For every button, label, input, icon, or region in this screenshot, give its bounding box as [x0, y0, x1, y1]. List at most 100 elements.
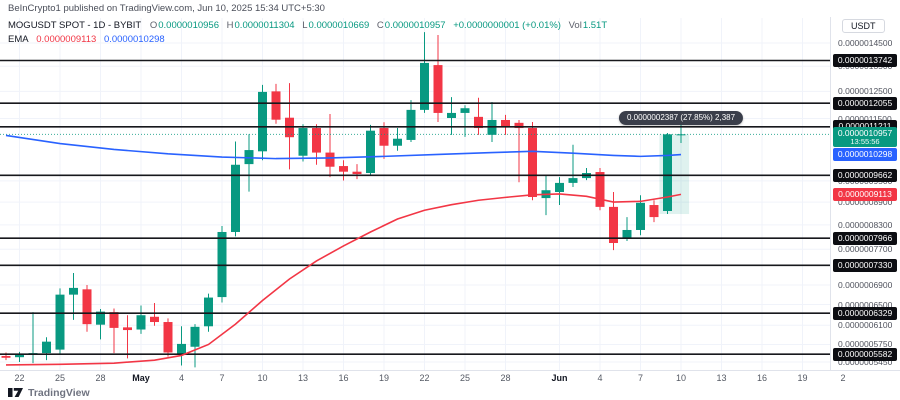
time-axis-label: 13 — [297, 373, 309, 383]
candle-body — [649, 205, 659, 218]
candle-body — [82, 289, 92, 325]
price-tick-label: 0.0000005750 — [838, 339, 893, 350]
time-axis-label: 19 — [378, 373, 390, 383]
price-axis[interactable]: USDT 0.00000145000.00000135000.000001250… — [830, 0, 900, 370]
price-tick-label: 0.0000008900 — [838, 197, 893, 208]
candle-body — [69, 287, 78, 295]
candle-body — [163, 322, 173, 353]
candle-body — [123, 327, 132, 331]
candle-body — [312, 128, 321, 153]
candle-body — [339, 166, 348, 172]
time-axis-label: 13 — [716, 373, 727, 383]
ema-fast-badge: 0.0000009113 — [833, 187, 897, 201]
candle-body — [433, 65, 443, 113]
time-axis-label: 28 — [500, 373, 511, 383]
price-level-badge: 0.0000005582 — [833, 347, 897, 361]
candle-body — [595, 172, 605, 207]
price-level-badge: 0.0000009662 — [833, 168, 897, 182]
candle-body — [217, 231, 227, 298]
time-axis-label: 25 — [54, 373, 66, 383]
candle-body — [474, 116, 483, 129]
price-chart[interactable] — [0, 0, 830, 370]
high-value: 0.0000011304 — [234, 20, 295, 31]
candle-body — [663, 134, 672, 211]
price-level-badge: 0.0000012055 — [833, 96, 897, 110]
candle-body — [298, 128, 308, 156]
price-tick-label: 0.0000011500 — [838, 113, 892, 124]
candle-body — [136, 315, 146, 330]
measurement-tooltip: 0.0000002387 (27.85%) 2,387 — [618, 111, 744, 125]
time-axis-label: 10 — [257, 373, 268, 383]
time-axis-label: 16 — [338, 373, 349, 383]
price-tick-label: 0.0000008300 — [838, 219, 893, 230]
candle-body — [204, 297, 213, 327]
time-axis[interactable]: 22 25 28 May 4 7 10 13 16 19 22 25 28 Jun 4 7 10 13 16 19 2 — [0, 370, 900, 386]
price-level-badge: 0.0000013742 — [833, 54, 897, 67]
time-axis-label: 4 — [597, 373, 603, 383]
low-value: 0.0000010669 — [308, 20, 370, 31]
ema-label[interactable]: EMA — [8, 34, 29, 45]
price-tick-label: 0.0000006900 — [838, 280, 893, 291]
candle-body — [501, 119, 510, 127]
tradingview-brand-text[interactable]: TradingView — [28, 386, 90, 399]
close-label: C — [376, 20, 384, 31]
ema-row: EMA 0.0000009113 0.0000010298 — [8, 34, 607, 46]
low-label: L — [302, 20, 308, 31]
ema-fast-line — [5, 193, 682, 366]
candle-body — [568, 178, 578, 183]
candles — [1, 32, 686, 368]
ema-fast-value: 0.0000009113 — [36, 34, 97, 45]
ema-slow-line — [5, 134, 682, 160]
time-axis-label: 28 — [95, 373, 106, 383]
open-label: O — [149, 20, 158, 31]
attribution-bar: BeInCrypto1 published on TradingView.com… — [0, 0, 900, 17]
time-axis-label: 16 — [756, 373, 768, 383]
candle-body — [636, 202, 645, 230]
currency-toggle-button[interactable]: USDT — [842, 19, 885, 33]
candle-body — [379, 128, 389, 146]
close-value: 0.0000010957 — [384, 20, 446, 31]
price-level-badge: 0.0000006329 — [833, 306, 897, 320]
candle-body — [150, 316, 159, 323]
candle-body — [271, 91, 281, 120]
candle-body — [96, 311, 105, 325]
time-axis-label: 4 — [178, 373, 185, 383]
time-axis-label: 25 — [459, 373, 471, 383]
ema-slow-badge: 0.0000010298 — [833, 148, 897, 162]
candle-body — [622, 229, 632, 239]
time-axis-label: 7 — [637, 373, 644, 383]
time-axis-label: 22 — [419, 373, 430, 383]
footer-bar: TradingView — [8, 385, 90, 400]
candle-body — [258, 91, 267, 152]
price-tick-label: 0.0000014500 — [838, 38, 893, 48]
volume-value: 1.51T — [582, 20, 608, 31]
candle-body — [42, 341, 51, 354]
candle-body — [406, 109, 416, 140]
candle-body — [528, 128, 537, 198]
time-axis-label: May — [132, 373, 150, 383]
candle-body — [366, 130, 375, 174]
candle-body — [15, 354, 24, 358]
price-level-badge: 0.0000007966 — [833, 231, 897, 245]
price-tick-label: 0.0000006500 — [838, 299, 893, 310]
tradingview-logo-icon[interactable] — [8, 387, 23, 398]
change-value: +0.0000000001 (+0.01%) — [453, 20, 561, 31]
chart-legend: MOGUSDT SPOT - 1D - BYBIT O0.0000010956 … — [8, 20, 607, 48]
price-tick-label: 0.0000006100 — [838, 320, 893, 331]
candle-body — [352, 171, 362, 175]
candle-body — [555, 182, 564, 192]
price-level-badge: 0.0000007330 — [833, 258, 897, 272]
time-axis-label: 22 — [14, 373, 25, 383]
candle-body — [109, 312, 119, 328]
volume-label: Vol — [568, 20, 582, 31]
ema-slow-value: 0.0000010298 — [103, 34, 165, 45]
candle-body — [1, 356, 11, 358]
candle-body — [231, 164, 240, 232]
price-tick-label: 0.0000012500 — [838, 86, 893, 97]
grid-lines — [0, 18, 830, 370]
candle-body — [447, 112, 456, 118]
candle-body — [190, 326, 200, 347]
time-axis-label: Jun — [551, 373, 568, 383]
time-axis-label: 10 — [675, 373, 687, 383]
symbol-title[interactable]: MOGUSDT SPOT - 1D - BYBIT — [8, 20, 142, 31]
